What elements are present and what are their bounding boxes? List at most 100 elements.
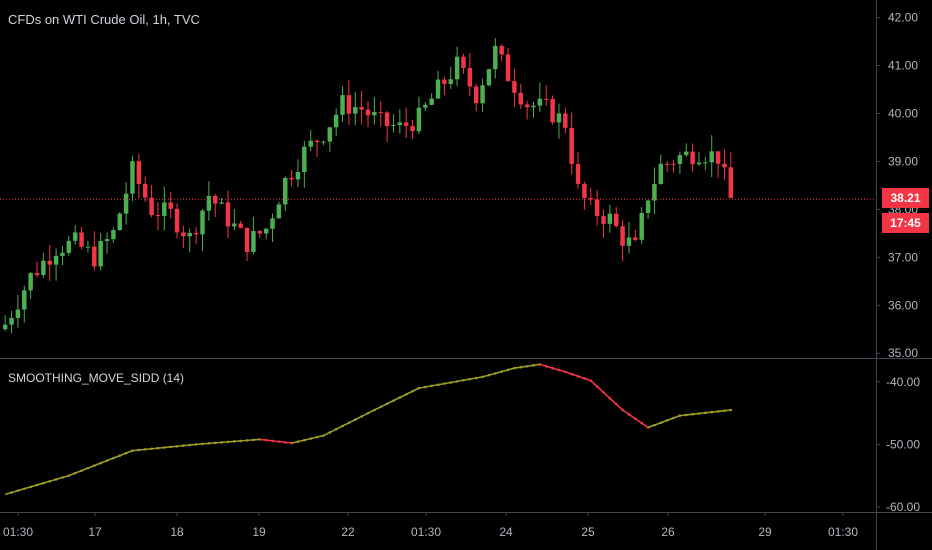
candle-body-up <box>263 228 269 234</box>
candle-body-up <box>28 273 33 291</box>
candle-body-up <box>200 210 205 235</box>
candle-body-down <box>289 177 294 180</box>
candle-body-down <box>594 199 600 217</box>
symbol-title: CFDs on WTI Crude Oil, 1h, TVC <box>8 12 200 27</box>
candle-body-down <box>563 113 568 128</box>
candle-body-up <box>270 218 275 229</box>
candle-body-down <box>499 45 504 55</box>
candle-body-up <box>397 122 403 126</box>
time-tick-label: 19 <box>252 525 266 539</box>
candle-body-up <box>696 162 702 165</box>
candle-body-down <box>671 163 676 165</box>
indicator-tick-label: -60.00 <box>886 500 920 514</box>
candle-body-down <box>238 223 243 228</box>
candle-body-up <box>372 112 377 116</box>
time-tick-label: 01:30 <box>3 525 33 539</box>
candle-body-down <box>378 112 383 114</box>
candle-body-down <box>505 54 511 82</box>
last-price-badge: 38.21 <box>882 188 929 208</box>
candle-body-down <box>384 112 390 126</box>
candle-body-up <box>333 114 339 128</box>
candle-body-up <box>658 163 664 184</box>
candle-body-down <box>569 127 574 164</box>
candle-body-down <box>512 81 517 93</box>
time-tick-label: 26 <box>661 525 675 539</box>
candle-body-down <box>410 125 415 132</box>
candle-body-down <box>155 215 161 217</box>
candle-body-up <box>276 204 282 219</box>
time-tick-label: 01:30 <box>411 525 441 539</box>
candle-body-down <box>193 233 199 235</box>
indicator-segment-down <box>615 403 624 411</box>
indicator-segment-down <box>609 397 617 405</box>
candle-body-up <box>41 260 46 276</box>
candle-body-down <box>442 79 447 84</box>
candle-body-up <box>117 213 122 231</box>
candle-body-down <box>728 167 734 198</box>
candle-body-up <box>72 232 78 241</box>
candle-body-up <box>2 324 8 330</box>
candle-body-down <box>181 232 186 237</box>
price-tick-label: 35.00 <box>888 346 918 360</box>
candle-body-up <box>429 98 434 105</box>
candle-body-up <box>645 200 651 213</box>
time-tick-label: 25 <box>581 525 595 539</box>
candle-body-up <box>391 125 396 127</box>
indicator-segment-down <box>602 391 611 399</box>
candle-body-down <box>346 95 352 114</box>
candle-body-up <box>709 151 714 163</box>
candle-body-up <box>531 105 536 108</box>
candle-body-up <box>162 202 167 216</box>
candle-body-up <box>53 255 59 265</box>
time-tick-label: 18 <box>170 525 184 539</box>
candle-body-up <box>219 202 224 204</box>
candle-body-up <box>626 237 632 246</box>
time-tick-label: 24 <box>499 525 513 539</box>
candle-body-down <box>518 92 523 105</box>
candle-body-down <box>620 226 625 246</box>
candle-body-up <box>639 212 644 240</box>
candle-body-up <box>435 79 441 99</box>
candle-body-down <box>174 208 180 233</box>
candle-body-down <box>601 216 606 224</box>
candle-body-up <box>104 239 110 242</box>
candle-body-down <box>314 140 320 143</box>
candle-body-up <box>15 309 21 318</box>
candle-body-up <box>66 240 72 253</box>
candle-body-up <box>652 183 657 201</box>
candle-body-down <box>582 183 587 198</box>
candle-body-up <box>283 177 288 205</box>
candle-body-down <box>257 231 263 234</box>
candle-body-up <box>302 146 307 173</box>
indicator-title: SMOOTHING_MOVE_SIDD (14) <box>8 371 185 385</box>
indicator-tick-label: -50.00 <box>886 437 920 451</box>
candle-body-down <box>588 197 594 200</box>
candle-body-up <box>321 141 326 143</box>
candle-body-up <box>232 223 237 227</box>
candle-body-down <box>575 163 581 184</box>
candle-body-down <box>550 99 555 123</box>
candle-body-down <box>359 107 364 110</box>
candle-body-down <box>47 260 52 265</box>
candle-body-down <box>34 273 40 276</box>
candle-body-up <box>454 56 460 80</box>
candle-body-up <box>327 127 333 142</box>
candle-body-down <box>614 213 619 227</box>
indicator-segment-down <box>596 385 605 393</box>
candle-body-down <box>149 197 154 216</box>
candle-body-up <box>206 195 212 211</box>
candle-body-down <box>715 151 721 164</box>
candle-body-down <box>543 98 549 100</box>
time-tick-label: 22 <box>341 525 355 539</box>
candle-body-up <box>556 113 562 123</box>
price-tick-label: 40.00 <box>888 106 918 120</box>
candle-body-up <box>308 140 313 147</box>
candle-body-down <box>664 163 670 165</box>
candle-body-down <box>461 56 466 68</box>
candle-body-down <box>142 183 148 198</box>
candle-body-up <box>251 231 256 252</box>
price-tick-label: 42.00 <box>888 11 918 25</box>
candle-body-up <box>9 317 14 325</box>
candle-body-up <box>684 151 689 156</box>
